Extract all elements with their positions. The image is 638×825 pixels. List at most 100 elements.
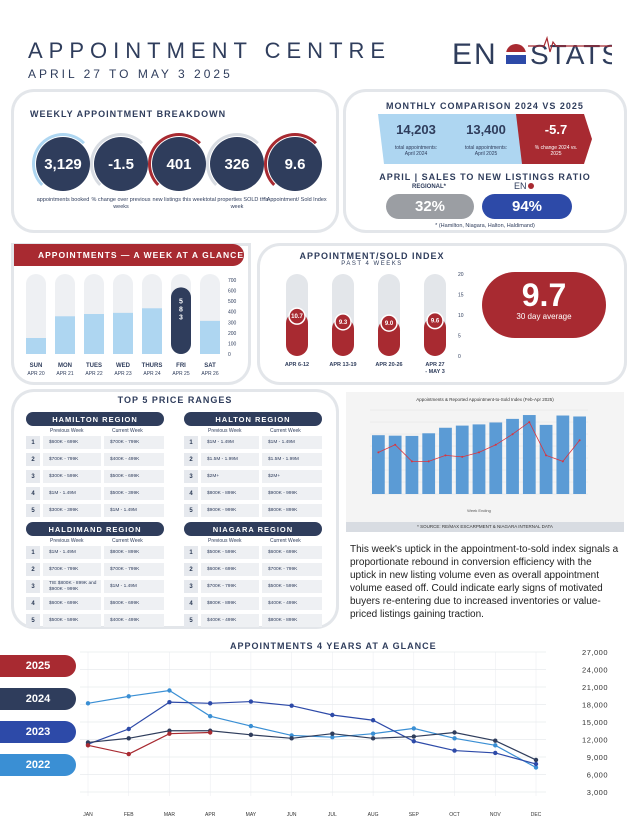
index-value-label: 9.3 xyxy=(339,320,348,326)
series-point-2023 xyxy=(167,699,172,705)
rank-number: 1 xyxy=(184,546,198,559)
index-bar xyxy=(286,312,308,356)
commentary-text: This week's uptick in the appointment-to… xyxy=(350,544,619,620)
region-header: NIAGARA REGION xyxy=(184,522,322,536)
current-range: $1M - 1.49M xyxy=(262,436,322,449)
mini-index-point xyxy=(410,460,413,463)
monthly-caption: total appointments: April 2025 xyxy=(464,145,508,157)
weekly-breakdown-title: WEEKLY APPOINTMENT BREAKDOWN xyxy=(30,109,227,119)
current-range: $900K - 999K xyxy=(262,487,322,500)
ratio-title: APRIL | SALES TO NEW LISTINGS RATIO xyxy=(379,172,591,182)
x-tick-label: DEC xyxy=(531,812,542,818)
mini-index-point xyxy=(545,454,548,457)
index-week-label: APR 27 xyxy=(425,362,444,368)
previous-range: $900K - 999K xyxy=(201,504,259,517)
mini-bar xyxy=(455,425,469,494)
previous-range: TIE $800K - 899K and $900K - 999K xyxy=(43,580,101,593)
previous-range: $1M - 1.49M xyxy=(201,436,259,449)
current-range: $400K - 499K xyxy=(104,453,164,466)
price-row: 2 $1.5M - 1.99M $1.5M - 1.99M xyxy=(184,453,322,466)
day-bar xyxy=(200,320,220,354)
legend-2022: 2022 xyxy=(0,754,76,776)
series-point-2024 xyxy=(330,731,335,736)
years-chart: 27,000 24,000 21,000 18,000 15,000 12,000 9,00… xyxy=(80,648,608,818)
rank-number: 2 xyxy=(26,453,40,466)
sold-index-title: APPOINTMENT/SOLD INDEX xyxy=(299,251,445,261)
index-week-label: APR 20-26 xyxy=(375,362,402,368)
svg-text:EN: EN xyxy=(452,38,498,71)
price-row: 4 $800K - 899K $400K - 499K xyxy=(184,597,322,610)
stat-value: 326 xyxy=(224,155,250,173)
rank-number: 1 xyxy=(184,436,198,449)
index-y-tick: 5 xyxy=(458,334,461,340)
series-point-2024 xyxy=(370,736,376,741)
series-point-2025 xyxy=(126,751,131,757)
current-range: $1.5M - 1.99M xyxy=(262,453,322,466)
price-row: 4 $800K - 899K $900K - 999K xyxy=(184,487,322,500)
index-value-dot xyxy=(380,314,398,332)
mini-index-point xyxy=(444,454,447,457)
previous-range: $300K - 399K xyxy=(43,504,101,517)
col-current-week: Current Week xyxy=(112,428,143,434)
col-previous-week: Previous Week xyxy=(50,538,84,544)
rank-number: 5 xyxy=(26,504,40,517)
series-point-2022 xyxy=(452,736,457,741)
rank-number: 2 xyxy=(184,453,198,466)
day-value-label: 8 xyxy=(179,306,183,313)
mini-index-point xyxy=(394,443,397,446)
day-bar xyxy=(113,312,133,354)
rank-number: 3 xyxy=(184,470,198,483)
previous-range: $400K - 499K xyxy=(201,614,259,627)
day-label: MON xyxy=(58,363,72,369)
legend-2025: 2025 xyxy=(0,655,76,677)
mini-bar xyxy=(472,424,486,494)
regional-label: REGIONAL* xyxy=(412,184,447,190)
series-point-2024 xyxy=(493,738,498,743)
x-tick-label: MAY xyxy=(246,812,257,818)
index-y-tick: 0 xyxy=(458,354,461,360)
y-tick-label: 600 xyxy=(228,289,237,295)
mini-chart-source: * SOURCE: RE/MAX ESCARPMENT & NIAGARA IN… xyxy=(346,522,624,532)
mini-bar xyxy=(405,435,419,494)
day-bar xyxy=(26,338,46,354)
series-point-2022 xyxy=(533,765,539,770)
series-line-2022 xyxy=(87,689,537,769)
stat-value: 3,129 xyxy=(44,155,82,173)
current-range: $800K - 899K xyxy=(104,546,164,559)
monthly-value: 14,203 xyxy=(396,122,436,137)
average-pill: 9.7 30 day average xyxy=(482,272,606,338)
monthly-boxes xyxy=(378,114,592,164)
series-point-2025 xyxy=(167,731,172,736)
price-ranges-title: TOP 5 PRICE RANGES xyxy=(117,395,233,405)
sold-index-subtitle: PAST 4 WEEKS xyxy=(341,261,403,267)
current-range: $400K - 499K xyxy=(104,614,164,627)
previous-range: $1M - 1.49M xyxy=(43,487,101,500)
index-value-label: 10.7 xyxy=(291,314,303,320)
mini-index-point xyxy=(461,455,464,458)
mini-chart-title: Appointments & Reported Appointment-to-S… xyxy=(416,397,554,402)
current-range: $500K - 599K xyxy=(262,580,322,593)
series-point-2024 xyxy=(248,732,254,738)
series-point-2023 xyxy=(289,703,294,708)
mini-bar xyxy=(573,416,586,494)
mini-bar xyxy=(439,427,452,494)
x-tick-label: FEB xyxy=(124,812,134,818)
region-header: HALDIMAND REGION xyxy=(26,522,164,536)
y-tick-label: 18,000 xyxy=(582,701,608,710)
day-bar xyxy=(55,316,75,354)
circle-ring xyxy=(32,133,94,195)
price-row: 1 $1M - 1.49M $1M - 1.49M xyxy=(184,436,322,449)
current-range: $2M+ xyxy=(262,470,322,483)
stat-circle: 326 xyxy=(210,137,264,191)
y-tick-label: 500 xyxy=(228,299,237,305)
mini-bar xyxy=(422,433,436,494)
x-tick-label: JUL xyxy=(328,812,337,818)
monthly-comparison-title: MONTHLY COMPARISON 2024 VS 2025 xyxy=(386,101,584,111)
rank-number: 5 xyxy=(184,504,198,517)
series-point-2024 xyxy=(533,757,539,763)
stat-caption: * Appointment/ Sold Index xyxy=(263,197,327,203)
stat-value: -1.5 xyxy=(108,155,134,173)
x-tick-label: JAN xyxy=(83,812,93,818)
y-tick-label: 300 xyxy=(228,320,237,326)
rank-number: 2 xyxy=(184,563,198,576)
